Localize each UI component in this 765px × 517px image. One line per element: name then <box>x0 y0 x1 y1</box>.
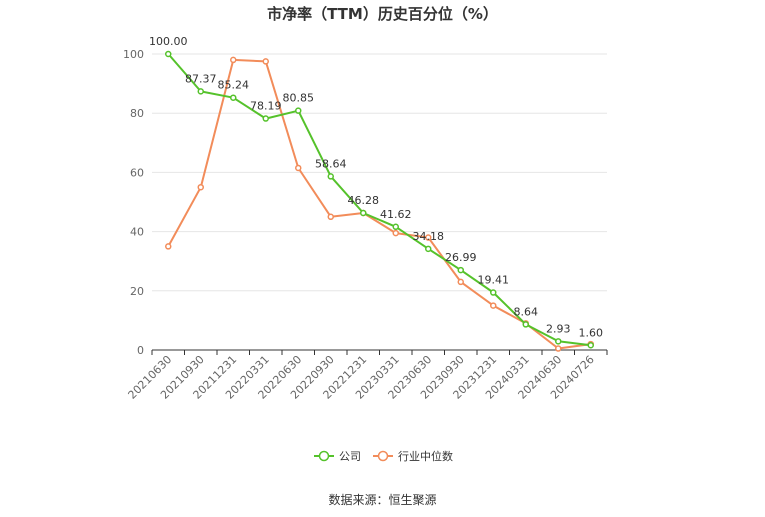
company-data-label: 78.19 <box>250 100 282 113</box>
company-data-point <box>230 94 237 101</box>
y-tick-label: 100 <box>123 48 144 61</box>
company-data-label: 46.28 <box>348 194 380 207</box>
legend-industry-label: 行业中位数 <box>398 449 453 463</box>
company-data-point <box>360 209 367 217</box>
company-data-label: 26.99 <box>445 251 477 264</box>
y-tick-label: 20 <box>130 285 144 298</box>
company-data-label: 1.60 <box>579 326 604 339</box>
y-tick-label: 80 <box>130 107 144 120</box>
company-data-label: 41.62 <box>380 208 412 221</box>
industry-data-point <box>457 278 464 286</box>
y-tick-label: 0 <box>137 344 144 357</box>
legend-company-marker <box>318 450 330 462</box>
y-tick-label: 40 <box>130 226 144 239</box>
company-data-label: 87.37 <box>185 72 217 85</box>
company-data-label: 58.64 <box>315 157 347 170</box>
company-data-point <box>490 289 497 296</box>
industry-data-point <box>490 302 497 309</box>
company-data-point <box>165 50 172 58</box>
industry-data-point <box>425 234 432 241</box>
company-data-point <box>392 223 399 231</box>
company-data-point <box>197 88 204 95</box>
industry-data-point <box>197 183 204 191</box>
chart-title: 市净率（TTM）历史百分位（%） <box>267 5 498 23</box>
legend-industry-marker <box>377 450 389 462</box>
company-data-label: 85.24 <box>218 79 250 92</box>
company-data-point <box>262 115 269 122</box>
industry-data-point <box>165 243 172 250</box>
industry-data-point <box>295 164 302 172</box>
y-tick-label: 60 <box>130 166 144 179</box>
industry-data-point <box>392 229 399 237</box>
company-data-label: 8.64 <box>514 305 539 318</box>
company-data-point <box>425 245 432 253</box>
company-data-label: 34.18 <box>413 230 445 243</box>
company-data-point <box>327 173 334 180</box>
industry-data-point <box>262 58 269 65</box>
company-data-label: 2.93 <box>546 322 571 335</box>
company-data-label: 80.85 <box>283 92 315 105</box>
company-data-point <box>555 338 562 345</box>
company-data-point <box>457 266 464 274</box>
industry-data-point <box>327 213 334 221</box>
company-data-label: 100.00 <box>149 35 188 48</box>
company-data-label: 19.41 <box>478 274 510 287</box>
company-data-point <box>587 342 594 349</box>
legend-company-label: 公司 <box>339 450 361 463</box>
data-source: 数据来源：恒生聚源 <box>328 493 437 507</box>
industry-data-point <box>230 56 237 64</box>
company-data-point <box>295 107 302 114</box>
industry-data-point <box>555 345 562 352</box>
company-series-line <box>167 53 591 347</box>
company-data-point <box>522 321 529 328</box>
